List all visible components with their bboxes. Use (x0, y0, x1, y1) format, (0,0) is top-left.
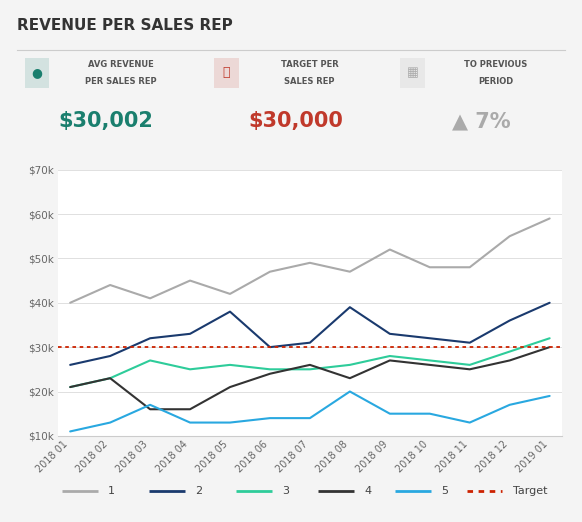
3 (386, 353, 393, 359)
1 (506, 233, 513, 239)
5 (147, 402, 154, 408)
3 (506, 349, 513, 355)
2 (386, 331, 393, 337)
Text: 2: 2 (195, 486, 202, 496)
5 (306, 415, 313, 421)
1 (546, 215, 553, 221)
Text: $30,000: $30,000 (248, 111, 343, 132)
Text: PER SALES REP: PER SALES REP (84, 77, 156, 86)
3 (546, 335, 553, 341)
Line: 3: 3 (70, 338, 549, 387)
5 (107, 420, 113, 426)
2 (147, 335, 154, 341)
1 (187, 277, 194, 283)
2 (67, 362, 74, 368)
3 (466, 362, 473, 368)
1 (226, 291, 233, 297)
Bar (214, 57, 239, 88)
2 (506, 317, 513, 324)
1 (267, 268, 274, 275)
1 (346, 268, 353, 275)
Text: Target: Target (513, 486, 547, 496)
2 (187, 331, 194, 337)
1 (147, 295, 154, 302)
1 (67, 300, 74, 306)
2 (466, 339, 473, 346)
2 (267, 344, 274, 350)
4 (187, 406, 194, 412)
3 (267, 366, 274, 373)
Line: 1: 1 (70, 218, 549, 303)
4 (306, 362, 313, 368)
Text: ⌖: ⌖ (222, 66, 230, 79)
3 (107, 375, 113, 381)
5 (426, 410, 433, 417)
Text: ▲ 7%: ▲ 7% (452, 111, 511, 132)
4 (147, 406, 154, 412)
Text: ●: ● (31, 66, 42, 79)
Line: 2: 2 (70, 303, 549, 365)
Text: AVG REVENUE: AVG REVENUE (87, 61, 153, 69)
Text: 3: 3 (282, 486, 289, 496)
5 (187, 420, 194, 426)
Text: $30,002: $30,002 (59, 111, 154, 132)
Text: 1: 1 (108, 486, 115, 496)
2 (226, 309, 233, 315)
1 (107, 282, 113, 288)
Text: TARGET PER: TARGET PER (281, 61, 339, 69)
Text: 5: 5 (441, 486, 448, 496)
3 (147, 357, 154, 363)
5 (346, 388, 353, 395)
3 (306, 366, 313, 373)
2 (546, 300, 553, 306)
4 (346, 375, 353, 381)
5 (386, 410, 393, 417)
1 (426, 264, 433, 270)
4 (386, 357, 393, 363)
Text: REVENUE PER SALES REP: REVENUE PER SALES REP (17, 18, 233, 33)
5 (466, 420, 473, 426)
Text: PERIOD: PERIOD (478, 77, 513, 86)
5 (67, 428, 74, 434)
Target (107, 344, 113, 350)
4 (267, 371, 274, 377)
Text: 4: 4 (364, 486, 371, 496)
4 (107, 375, 113, 381)
1 (306, 259, 313, 266)
5 (506, 402, 513, 408)
2 (426, 335, 433, 341)
Target (67, 344, 74, 350)
5 (546, 393, 553, 399)
Bar (24, 57, 49, 88)
Line: 5: 5 (70, 392, 549, 431)
4 (67, 384, 74, 390)
4 (546, 344, 553, 350)
3 (426, 357, 433, 363)
Bar (400, 57, 425, 88)
4 (466, 366, 473, 373)
Text: TO PREVIOUS: TO PREVIOUS (464, 61, 527, 69)
2 (306, 339, 313, 346)
2 (107, 353, 113, 359)
4 (506, 357, 513, 363)
1 (386, 246, 393, 253)
3 (67, 384, 74, 390)
4 (426, 362, 433, 368)
2 (346, 304, 353, 310)
Line: 4: 4 (70, 347, 549, 409)
5 (226, 420, 233, 426)
3 (346, 362, 353, 368)
4 (226, 384, 233, 390)
3 (187, 366, 194, 373)
5 (267, 415, 274, 421)
3 (226, 362, 233, 368)
1 (466, 264, 473, 270)
Text: ▦: ▦ (406, 66, 418, 79)
Text: SALES REP: SALES REP (285, 77, 335, 86)
